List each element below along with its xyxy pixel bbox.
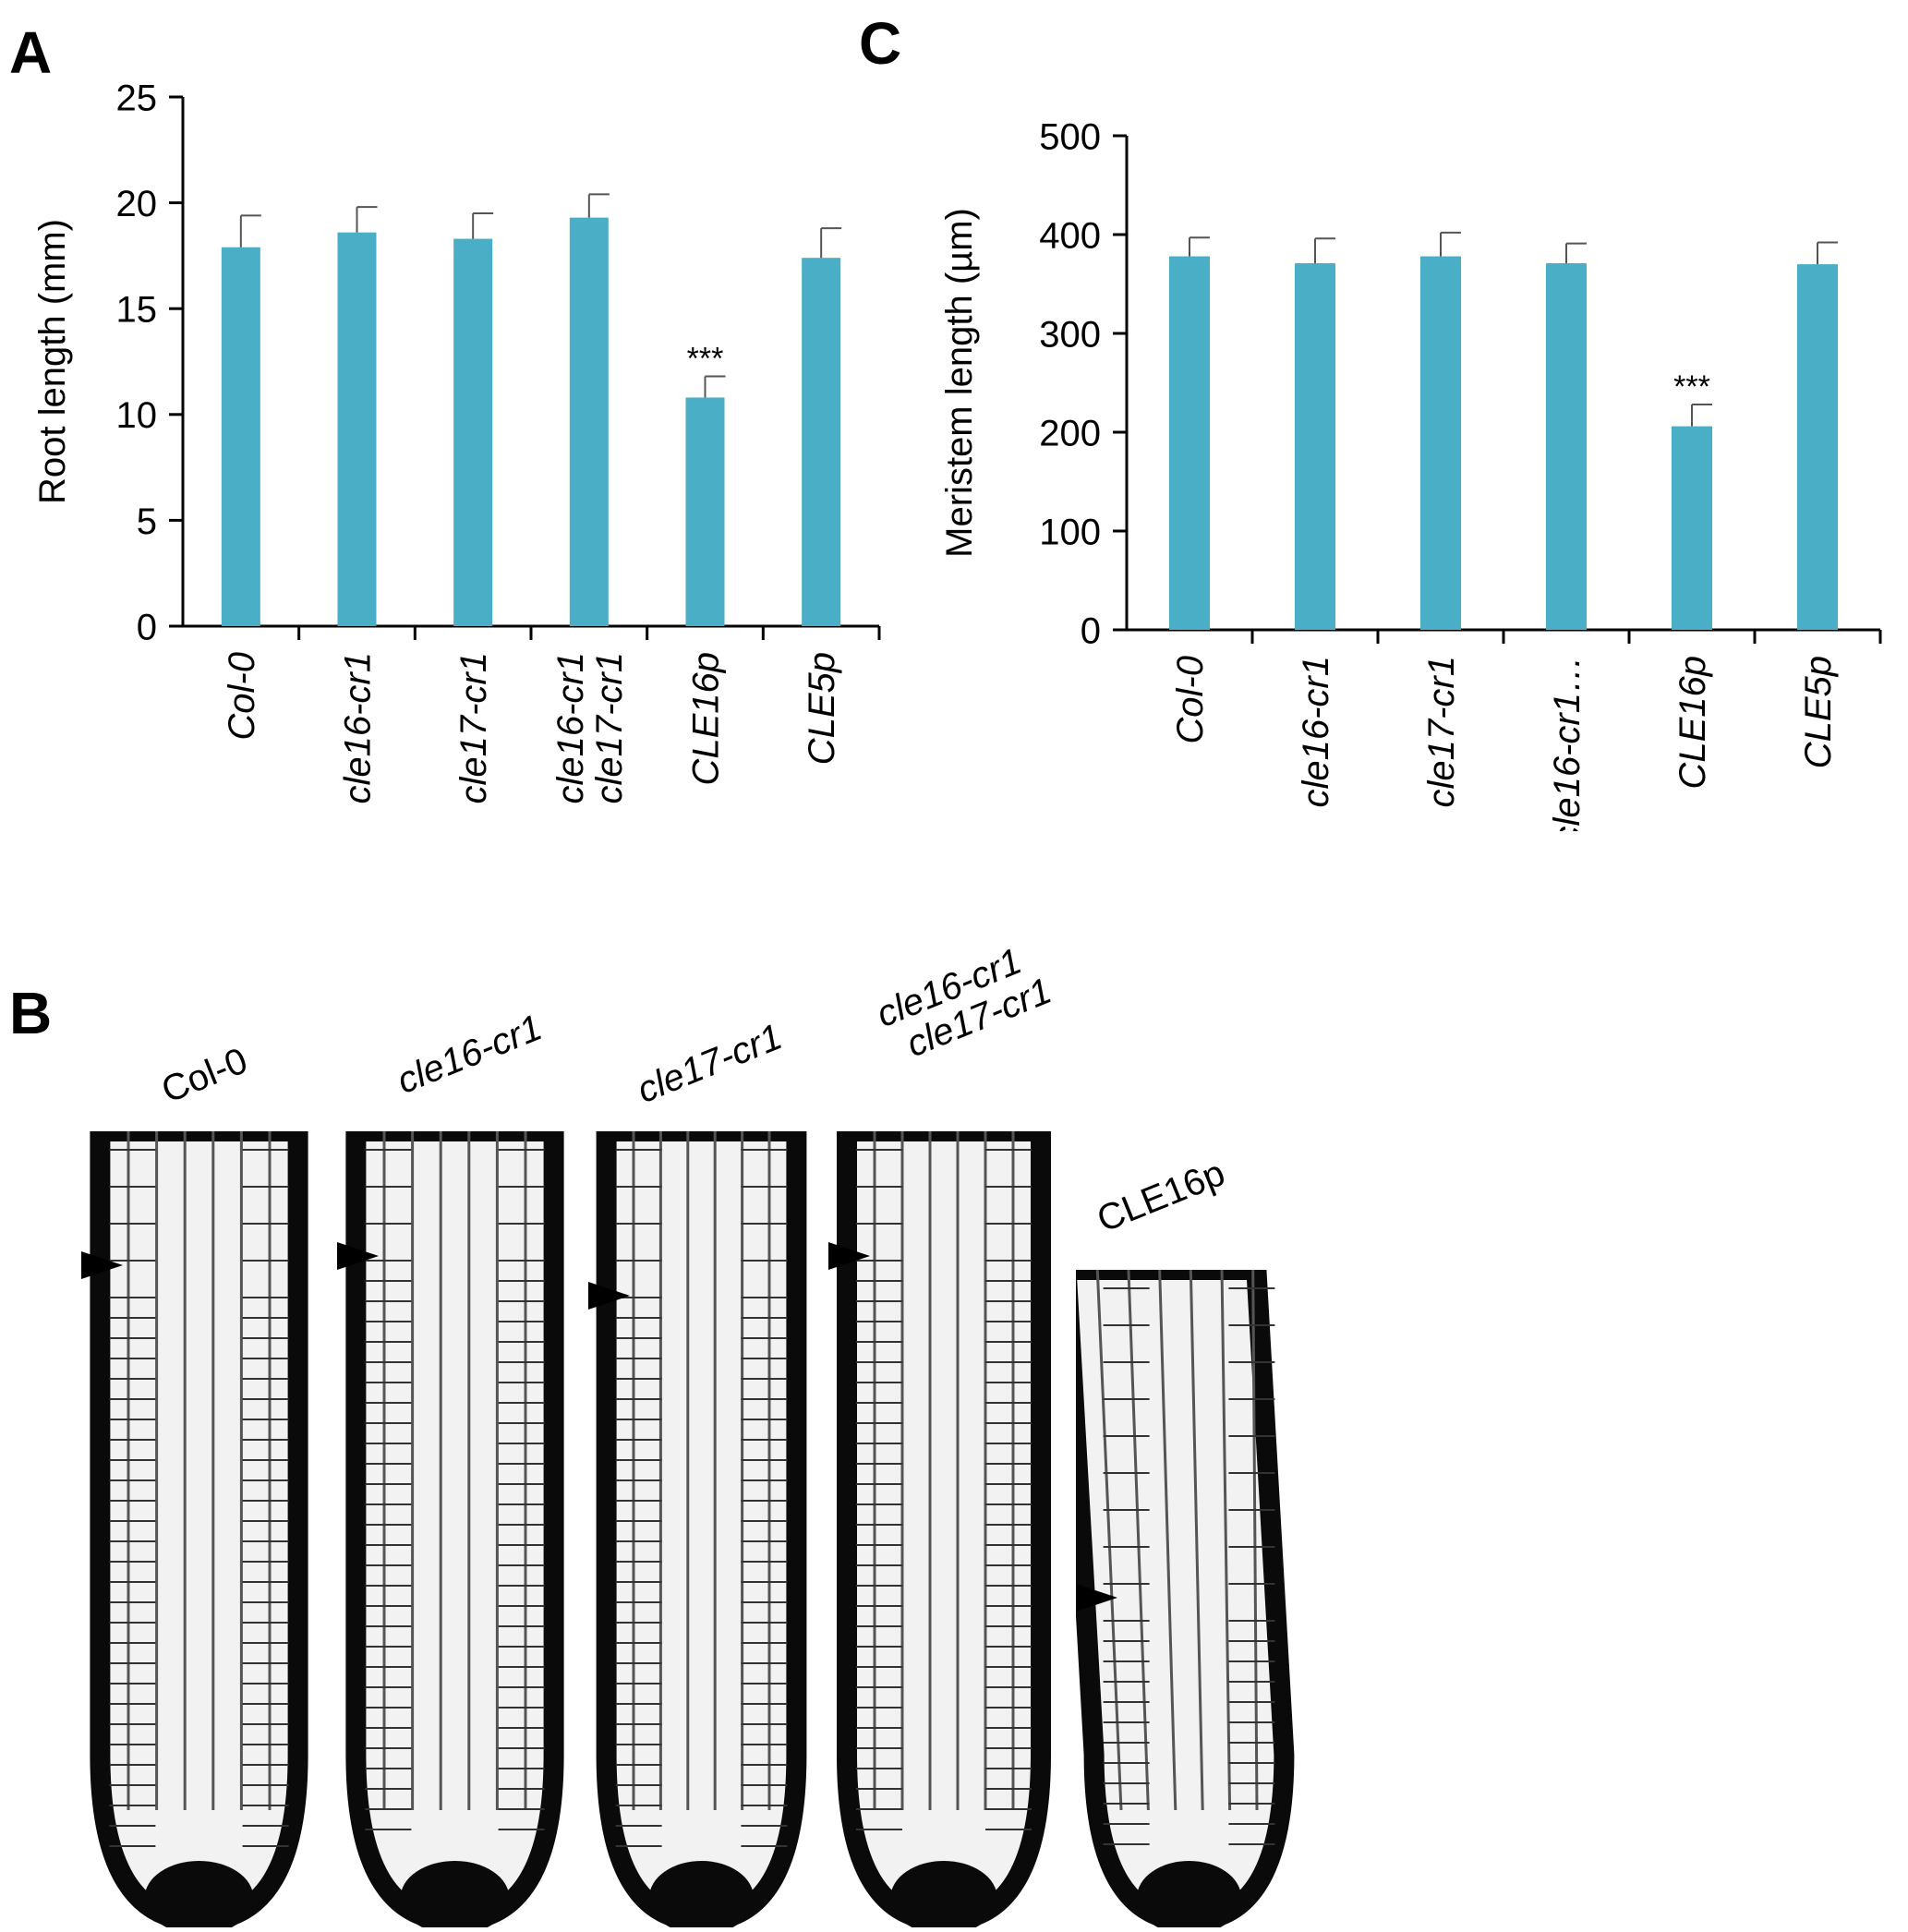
panel-letter-b: B [9,980,53,1046]
root-micrograph-col-0 [81,1131,308,1927]
x-tick-label-group: CLE16p [686,652,727,786]
x-tick-label-group: Col-0 [222,652,262,741]
x-tick-label-group: cle16-cr1… [1547,656,1588,831]
micrograph-label-cle16p: CLE16p [1091,1152,1231,1240]
y-tick-label: 10 [116,395,158,436]
root-micrograph-cle16-cle17 [828,1131,1051,1927]
cell-file-line [1220,1270,1232,1811]
y-tick-label: 20 [116,184,158,224]
bar [221,247,260,626]
x-tick-label: cle17-cr1 [1421,656,1462,808]
x-tick-label: cle16-cr1… [1547,656,1588,831]
cell-file-line [1251,1270,1259,1811]
meristem-boundary-arrowhead [1076,1584,1117,1612]
bar [1295,263,1335,630]
micrograph-label-cle16-cle17: cle16-cr1 cle17-cr1 [871,936,1057,1070]
y-axis-label: Root length (mm) [32,219,73,504]
y-tick-label: 200 [1039,413,1101,453]
root-cap [400,1861,510,1927]
x-tick-label-group: cle17-cr1 [453,652,494,804]
root-micrograph-cle16p [1076,1270,1295,1927]
x-tick-label-group: cle16-cr1 [1296,656,1336,808]
root-cap [648,1861,755,1927]
x-tick-label: CLE5p [1798,656,1839,768]
meristem-boundary-arrowhead [828,1242,870,1270]
significance-label: *** [687,342,724,377]
y-axis-label: Meristem length (µm) [939,208,980,558]
meristem-boundary-arrowhead [588,1282,630,1310]
significance-label: *** [1673,369,1710,405]
x-tick-label: cle17-cr1 [453,652,494,804]
bar [802,258,841,626]
x-tick-label: CLE16p [686,652,727,786]
micrograph-label-line: cle16-cr1 [391,1007,548,1102]
root-cap [890,1861,997,1927]
x-tick-label: CLE16p [1673,656,1713,790]
y-tick-label: 100 [1039,512,1101,552]
meristem-boundary-arrowhead [337,1242,379,1270]
root-cap [144,1861,254,1927]
cell-file-line [1095,1270,1123,1811]
x-tick-label-group: CLE5p [1798,656,1839,768]
y-tick-label: 300 [1039,314,1101,355]
micrograph-label-col-0: Col-0 [155,1040,254,1111]
chart-a-root-length: 0 5 10 15 20 25 Root length (mm) Col-0 cle16-cr1… [32,78,881,804]
x-tick-label: cle16-cr1 [550,652,591,804]
x-tick-label: Col-0 [222,652,262,741]
micrograph-label-line: Col-0 [155,1040,254,1111]
root-outline [345,1131,564,1927]
micrograph-label-line: CLE16p [1091,1152,1231,1240]
y-tick-label: 5 [137,501,157,542]
cell-file-line [1127,1270,1150,1811]
x-tick-label-group: CLE5p [802,652,842,765]
x-tick-label-group: cle17-cr1 [1421,656,1462,808]
meristem-boundary-arrowhead [81,1251,123,1279]
x-tick-label: CLE5p [802,652,842,765]
y-tick-label: 500 [1039,116,1101,157]
bar [1169,256,1210,630]
bar [1546,263,1587,630]
y-tick-label: 0 [137,607,157,647]
x-tick-label: Col-0 [1170,656,1211,744]
panel-letter-c: C [859,10,902,77]
micrograph-label-line: cle17-cr1 [631,1016,788,1111]
y-tick-label: 25 [116,78,158,118]
bar [453,238,493,626]
bar [1672,426,1712,630]
root-outline [90,1131,308,1927]
y-tick-label: 0 [1081,610,1101,651]
root-micrograph-cle16-cr1 [337,1131,564,1927]
cell-file-line [1158,1270,1177,1811]
panel-letter-a: A [9,19,53,86]
bar [569,217,609,627]
bar [337,232,377,627]
micrograph-label-cle16-cr1: cle16-cr1 [391,1007,548,1102]
bar [1420,256,1461,630]
root-micrograph-cle17-cr1 [588,1131,807,1927]
y-tick-label: 400 [1039,215,1101,256]
bar [1797,264,1838,630]
chart-c-meristem-length: 0 100 200 300 400 500 Meristem length (µm) Col-… [939,116,1882,831]
root-cap [1136,1861,1242,1927]
x-tick-label-group: cle16-cr1 [338,652,379,804]
x-tick-label: cle16-cr1 [338,652,379,804]
x-tick-label: cle16-cr1 [1296,656,1336,808]
micrograph-label-cle17-cr1: cle17-cr1 [631,1016,788,1111]
x-tick-label: cle17-cr1 [589,652,630,804]
bar [685,397,725,626]
x-tick-label-group: Col-0 [1170,656,1211,744]
y-tick-label: 15 [116,290,158,331]
cell-file-line [1189,1270,1204,1811]
x-tick-label-group: CLE16p [1673,656,1713,790]
